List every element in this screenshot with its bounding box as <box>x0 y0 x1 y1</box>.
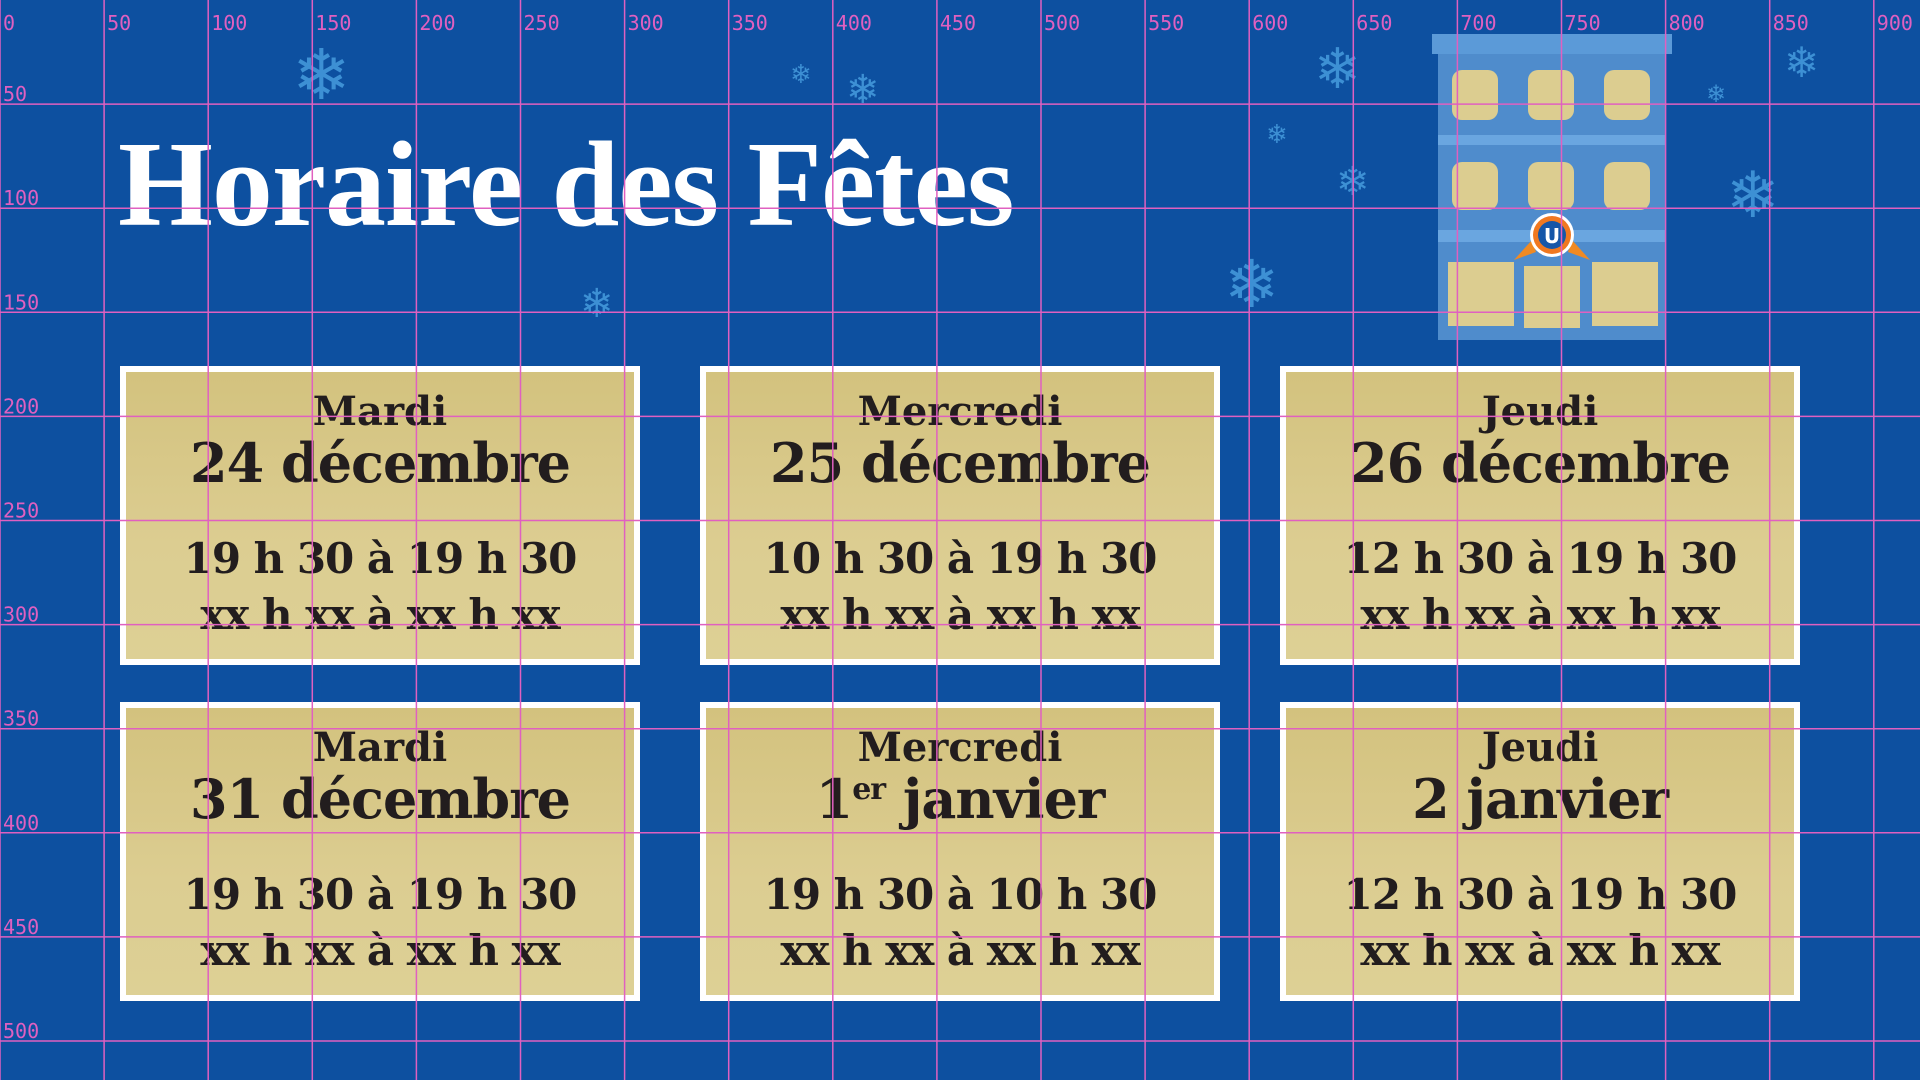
grid-label-y: 50 <box>3 82 27 106</box>
grid-label-x: 400 <box>836 11 872 35</box>
snowflake-icon: ❄ <box>580 281 614 327</box>
schedule-card: Jeudi 26 décembre 12 h 30 à 19 h 30 xx h… <box>1280 366 1800 665</box>
card-hours: 19 h 30 à 19 h 30 <box>183 534 578 583</box>
grid-label-x: 450 <box>940 11 976 35</box>
grid-label-x: 50 <box>107 11 131 35</box>
card-hours-placeholder: xx h xx à xx h xx <box>200 590 560 639</box>
schedule-card: Mercredi 1er janvier 19 h 30 à 10 h 30 x… <box>700 702 1220 1001</box>
card-hours: 19 h 30 à 19 h 30 <box>183 870 578 919</box>
grid-label-y: 250 <box>3 499 39 523</box>
grid-label-x: 200 <box>419 11 455 35</box>
store-building-illustration: U <box>1432 34 1672 340</box>
snowflake-icon: ❄ <box>1224 246 1280 323</box>
schedule-card: Mardi 24 décembre 19 h 30 à 19 h 30 xx h… <box>120 366 640 665</box>
logo-letter: U <box>1544 224 1560 248</box>
grid-label-y: 300 <box>3 603 39 627</box>
grid-label-x: 600 <box>1252 11 1288 35</box>
snowflake-icon: ❄ <box>1336 159 1370 205</box>
card-day: Jeudi <box>1481 724 1599 771</box>
grid-label-x: 100 <box>211 11 247 35</box>
card-day: Mardi <box>312 388 448 435</box>
grid-label-x: 250 <box>524 11 560 35</box>
card-hours-placeholder: xx h xx à xx h xx <box>1360 926 1720 975</box>
schedule-card: Jeudi 2 janvier 12 h 30 à 19 h 30 xx h x… <box>1280 702 1800 1001</box>
card-hours: 19 h 30 à 10 h 30 <box>763 870 1158 919</box>
grid-label-x: 650 <box>1356 11 1392 35</box>
card-hours: 10 h 30 à 19 h 30 <box>763 534 1158 583</box>
snowflake-icon: ❄ <box>790 60 812 90</box>
grid-label-y: 500 <box>3 1019 39 1043</box>
schedule-card: Mercredi 25 décembre 10 h 30 à 19 h 30 x… <box>700 366 1220 665</box>
grid-label-y: 450 <box>3 915 39 939</box>
date-month: janvier <box>885 767 1106 831</box>
snowflake-icon: ❄ <box>1706 80 1727 108</box>
card-date: 2 janvier <box>1412 767 1669 831</box>
card-date: 25 décembre <box>770 431 1151 495</box>
card-date: 26 décembre <box>1350 431 1731 495</box>
grid-label-y: 150 <box>3 290 39 314</box>
snowflake-icon: ❄ <box>1726 159 1780 233</box>
grid-label-x: 500 <box>1044 11 1080 35</box>
grid-label-x: 0 <box>3 11 15 35</box>
card-date: 24 décembre <box>190 431 571 495</box>
snowflake-icon: ❄ <box>1314 37 1361 102</box>
card-day: Mardi <box>312 724 448 771</box>
snowflake-icon: ❄ <box>846 67 880 113</box>
card-day: Mercredi <box>857 388 1063 435</box>
page-title: Horaire des Fêtes <box>118 117 1014 252</box>
grid-label-y: 100 <box>3 186 39 210</box>
card-hours-placeholder: xx h xx à xx h xx <box>200 926 560 975</box>
card-hours-placeholder: xx h xx à xx h xx <box>780 926 1140 975</box>
snowflake-icon: ❄ <box>1266 120 1288 150</box>
card-day: Jeudi <box>1481 388 1599 435</box>
grid-label-x: 850 <box>1773 11 1809 35</box>
card-hours: 12 h 30 à 19 h 30 <box>1343 870 1738 919</box>
schedule-card: Mardi 31 décembre 19 h 30 à 19 h 30 xx h… <box>120 702 640 1001</box>
card-hours-placeholder: xx h xx à xx h xx <box>1360 590 1720 639</box>
card-hours: 12 h 30 à 19 h 30 <box>1343 534 1738 583</box>
snowflake-icon: ❄ <box>292 34 351 116</box>
grid-label-x: 350 <box>732 11 768 35</box>
snowflake-icon: ❄ <box>1784 38 1820 87</box>
grid-label-x: 150 <box>315 11 351 35</box>
card-date: 1er janvier <box>706 767 1214 831</box>
grid-label-y: 350 <box>3 707 39 731</box>
card-hours-placeholder: xx h xx à xx h xx <box>780 590 1140 639</box>
grid-label-x: 550 <box>1148 11 1184 35</box>
date-ordinal: er <box>852 772 886 807</box>
card-date: 31 décembre <box>190 767 571 831</box>
grid-label-x: 300 <box>628 11 664 35</box>
grid-label-y: 400 <box>3 811 39 835</box>
card-day: Mercredi <box>857 724 1063 771</box>
grid-label-x: 900 <box>1877 11 1913 35</box>
grid-label-y: 200 <box>3 394 39 418</box>
date-number: 1 <box>815 767 854 831</box>
